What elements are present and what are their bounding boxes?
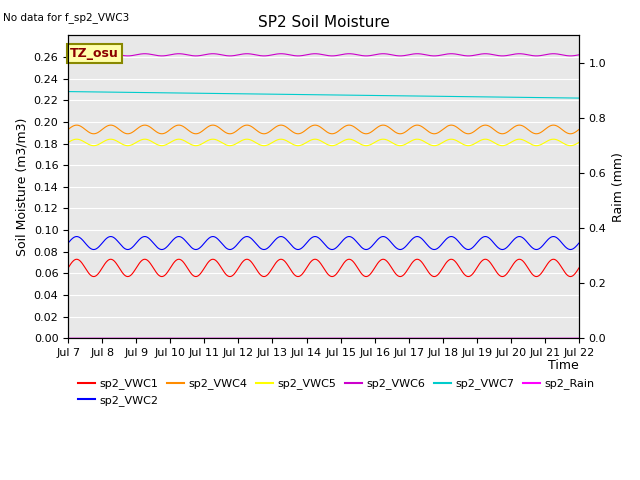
- sp2_VWC1: [125, 274, 132, 279]
- sp2_VWC2: [301, 242, 309, 248]
- sp2_VWC6: [282, 51, 289, 57]
- sp2_Rain: [301, 336, 308, 341]
- sp2_VWC5: [104, 137, 112, 143]
- sp2_VWC2: [575, 240, 583, 246]
- sp2_VWC7: [281, 92, 289, 97]
- sp2_VWC2: [355, 242, 363, 248]
- sp2_VWC6: [566, 53, 574, 59]
- sp2_VWC4: [292, 131, 300, 136]
- sp2_VWC1: [104, 257, 112, 263]
- sp2_VWC5: [64, 140, 72, 145]
- sp2_VWC6: [104, 51, 112, 57]
- sp2_VWC6: [125, 53, 132, 59]
- sp2_VWC5: [73, 136, 81, 142]
- sp2_VWC5: [575, 140, 583, 145]
- sp2_VWC5: [301, 141, 309, 146]
- sp2_Rain: [64, 336, 72, 341]
- sp2_VWC2: [282, 236, 289, 241]
- sp2_VWC7: [575, 95, 583, 101]
- sp2_VWC4: [282, 123, 289, 129]
- Line: sp2_VWC6: sp2_VWC6: [68, 54, 579, 56]
- sp2_VWC7: [125, 89, 132, 95]
- sp2_VWC1: [73, 256, 81, 262]
- sp2_VWC5: [355, 141, 363, 146]
- sp2_VWC4: [301, 128, 309, 133]
- sp2_VWC1: [292, 273, 300, 279]
- sp2_Rain: [575, 336, 583, 341]
- sp2_VWC4: [104, 123, 112, 129]
- sp2_VWC4: [566, 131, 574, 137]
- Y-axis label: Raim (mm): Raim (mm): [612, 152, 625, 222]
- sp2_VWC7: [104, 89, 111, 95]
- sp2_VWC4: [355, 128, 363, 133]
- sp2_Rain: [104, 336, 111, 341]
- sp2_VWC4: [73, 122, 81, 128]
- sp2_VWC7: [301, 92, 308, 97]
- sp2_VWC4: [64, 127, 72, 132]
- Legend: sp2_VWC1, sp2_VWC2, sp2_VWC4, sp2_VWC5, sp2_VWC6, sp2_VWC7, sp2_Rain: sp2_VWC1, sp2_VWC2, sp2_VWC4, sp2_VWC5, …: [74, 374, 598, 410]
- Line: sp2_VWC4: sp2_VWC4: [68, 125, 579, 134]
- sp2_Rain: [292, 336, 300, 341]
- sp2_VWC2: [566, 247, 574, 252]
- sp2_VWC5: [282, 137, 289, 143]
- sp2_Rain: [355, 336, 363, 341]
- sp2_VWC6: [73, 51, 81, 57]
- sp2_VWC6: [64, 52, 72, 58]
- sp2_VWC1: [566, 274, 574, 279]
- Text: Time: Time: [548, 360, 579, 372]
- sp2_VWC5: [292, 143, 300, 148]
- sp2_VWC5: [566, 143, 574, 148]
- Text: No data for f_sp2_VWC3: No data for f_sp2_VWC3: [3, 12, 129, 23]
- sp2_VWC1: [301, 267, 309, 273]
- sp2_VWC5: [125, 143, 132, 148]
- Line: sp2_VWC1: sp2_VWC1: [68, 259, 579, 276]
- sp2_VWC6: [301, 52, 309, 58]
- Title: SP2 Soil Moisture: SP2 Soil Moisture: [258, 15, 390, 30]
- sp2_VWC6: [575, 52, 583, 58]
- sp2_VWC7: [64, 89, 72, 95]
- sp2_Rain: [281, 336, 289, 341]
- sp2_VWC2: [73, 234, 81, 240]
- Y-axis label: Soil Moisture (m3/m3): Soil Moisture (m3/m3): [15, 118, 28, 256]
- sp2_VWC6: [292, 53, 300, 59]
- Line: sp2_VWC7: sp2_VWC7: [68, 92, 579, 98]
- sp2_VWC7: [355, 92, 363, 98]
- sp2_VWC4: [125, 131, 132, 137]
- Line: sp2_VWC5: sp2_VWC5: [68, 139, 579, 145]
- Text: TZ_osu: TZ_osu: [70, 47, 118, 60]
- sp2_VWC2: [125, 247, 132, 252]
- sp2_VWC2: [292, 246, 300, 252]
- sp2_VWC2: [64, 240, 72, 246]
- sp2_VWC1: [282, 259, 289, 264]
- sp2_Rain: [125, 336, 132, 341]
- sp2_VWC1: [575, 265, 583, 271]
- sp2_VWC1: [64, 265, 72, 271]
- sp2_VWC2: [104, 234, 112, 240]
- sp2_VWC1: [355, 267, 363, 273]
- Line: sp2_VWC2: sp2_VWC2: [68, 237, 579, 250]
- sp2_VWC4: [575, 127, 583, 132]
- sp2_VWC7: [292, 92, 300, 97]
- sp2_VWC6: [355, 52, 363, 58]
